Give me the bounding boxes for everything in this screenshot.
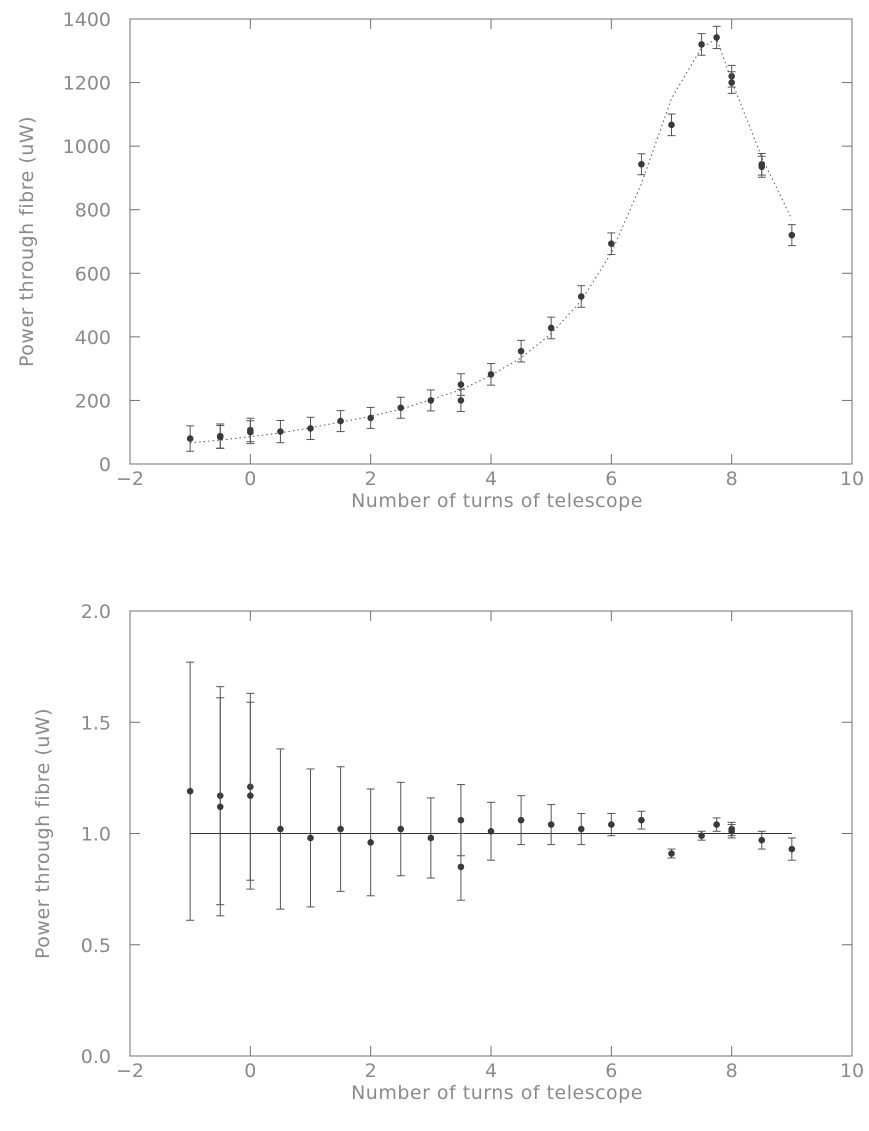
x-tick-label: −2 [116,468,144,490]
data-point [577,293,585,300]
data-point [487,371,495,378]
data-point [668,121,675,129]
y-tick-label: 0.5 [81,935,111,957]
data-point [728,827,735,835]
data-point [277,428,284,435]
data-point [638,816,645,824]
y-axis-label: Power through fibre (uW) [32,708,54,959]
data-point [487,827,495,835]
x-tick-label: 8 [726,468,738,490]
y-tick-label: 200 [75,390,111,412]
data-point [216,803,224,811]
data-point [337,417,344,425]
data-point [713,821,720,828]
y-tick-label: 600 [75,263,111,285]
x-axis-label: Number of turns of telescope [351,1082,643,1104]
x-tick-label: 6 [605,468,617,490]
x-tick-label: 6 [605,1060,617,1082]
x-tick-label: 4 [485,468,497,490]
data-point [668,850,675,857]
data-point [186,435,194,442]
y-tick-label: 800 [75,200,111,222]
x-tick-label: 10 [840,468,864,490]
plot-frame [129,18,853,465]
data-point [758,163,766,171]
data-point [397,825,405,833]
data-point [337,825,344,833]
y-tick-label: 0.0 [81,1046,111,1068]
y-axis-label: Power through fibre (uW) [16,116,38,367]
y-tick-label: 0 [99,454,111,476]
data-point [277,825,284,833]
data-point [577,825,585,833]
y-tick-label: 400 [75,327,111,349]
data-point [367,839,374,846]
data-point [728,79,735,86]
data-point [547,324,555,332]
y-tick-label: 1400 [63,9,111,31]
data-point [517,816,525,824]
data-point [517,347,525,355]
y-tick-label: 1.0 [81,824,111,846]
x-tick-label: −2 [116,1060,144,1082]
data-point [758,836,766,844]
data-point [186,787,194,795]
data-point [307,834,314,842]
data-point [307,425,314,432]
top-chart: −2 0 2 4 6 8 100200400600800100012001400Number… [16,9,864,512]
data-point [698,832,705,840]
y-tick-label: 1200 [63,73,111,95]
x-tick-label: 4 [485,1060,497,1082]
data-point [457,397,465,404]
data-point [427,397,435,404]
data-point [247,428,254,436]
data-point [608,240,615,248]
x-tick-label: 0 [244,468,256,490]
data-point [788,231,796,239]
data-point [397,404,405,412]
bottom-chart: −2 0 2 4 6 8 10 0.0 0.5 1.0 1.5 2.0 Number of turns … [32,601,864,1104]
y-tick-label: 2.0 [81,601,111,623]
data-point [367,414,374,422]
x-tick-label: 10 [840,1060,864,1082]
x-tick-label: 2 [365,1060,377,1082]
data-point [608,821,615,828]
data-point [457,863,465,871]
data-point [216,433,224,441]
x-axis-label: Number of turns of telescope [351,490,643,512]
data-point [457,381,465,388]
y-tick-label: 1000 [63,136,111,158]
x-tick-label: 0 [244,1060,256,1082]
data-point [698,41,705,48]
data-point [247,792,254,799]
data-point [713,34,720,41]
x-tick-label: 2 [365,468,377,490]
data-point [427,834,435,842]
data-point [547,821,555,828]
data-point [457,816,465,824]
y-tick-label: 1.5 [81,712,111,734]
data-point [638,160,645,168]
data-point [788,845,796,853]
x-tick-label: 8 [726,1060,738,1082]
